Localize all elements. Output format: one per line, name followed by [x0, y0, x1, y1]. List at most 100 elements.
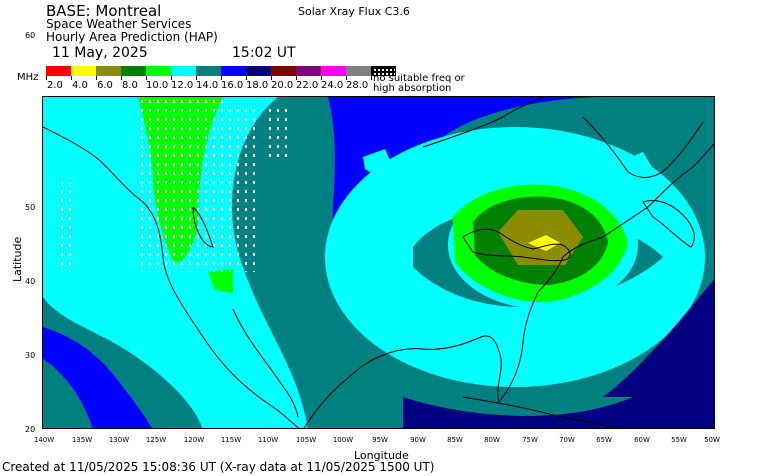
product-name: Hourly Area Prediction (HAP)	[46, 30, 218, 44]
contour-18mhz-southeast	[603, 279, 714, 397]
legend-swatch-2	[46, 66, 71, 76]
cuba	[462, 396, 614, 428]
lon-tick: 110W	[257, 436, 279, 444]
legend-tick	[246, 76, 247, 80]
legend-label: 18.0	[246, 80, 269, 91]
lon-tick: 65W	[596, 436, 612, 444]
legend-tick	[121, 76, 122, 80]
legend-label: 4.0	[72, 80, 88, 91]
no-suitable-note: no suitable freq or high absorption	[373, 74, 473, 94]
legend-label: 16.0	[221, 80, 244, 91]
lon-tick: 60W	[634, 436, 650, 444]
great-lakes	[462, 228, 571, 262]
hudson-bay-coast	[422, 97, 544, 148]
lon-tick: 90W	[410, 436, 426, 444]
solar-xray-flux: Solar Xray Flux C3.6	[298, 5, 410, 18]
newfoundland	[642, 200, 695, 248]
no-suitable-dots-4	[265, 107, 293, 157]
legend-label: 12.0	[171, 80, 194, 91]
legend-tick	[221, 76, 222, 80]
legend-label: 10.0	[146, 80, 169, 91]
base-title: BASE: Montreal	[46, 2, 162, 20]
legend-tick	[371, 76, 372, 80]
no-suitable-dots-2	[229, 107, 257, 272]
legend-tick	[271, 76, 272, 80]
created-footer: Created at 11/05/2025 15:08:36 UT (X-ray…	[2, 460, 435, 474]
lon-tick: 135W	[71, 436, 93, 444]
contour-12mhz-patch-3	[396, 299, 425, 333]
lon-tick: 50W	[704, 436, 720, 444]
lat-tick-40: 40	[25, 277, 36, 286]
legend-swatch-20	[271, 66, 296, 76]
florida-atlantic-coast	[498, 291, 539, 403]
legend-label: 24.0	[321, 80, 344, 91]
org-name: Space Weather Services	[46, 17, 192, 31]
contour-10mhz-patch	[208, 269, 233, 293]
frequency-legend	[46, 66, 396, 76]
lon-tick: 55W	[671, 436, 687, 444]
prediction-time: 15:02 UT	[232, 45, 296, 61]
legend-swatch-10	[146, 66, 171, 76]
legend-swatch-28	[346, 66, 371, 76]
contour-12mhz-patch-4	[663, 267, 693, 293]
no-suitable-dots-3	[61, 182, 71, 272]
lon-tick: 115W	[220, 436, 242, 444]
legend-swatch-no-suitable	[371, 66, 396, 76]
contour-18mhz-south	[403, 367, 714, 428]
baja-coastline	[232, 308, 299, 418]
lon-tick: 125W	[145, 436, 167, 444]
lon-tick: 105W	[295, 436, 317, 444]
longitude-axis-label: Longitude	[354, 449, 409, 462]
legend-swatch-22	[296, 66, 321, 76]
lon-tick: 85W	[447, 436, 463, 444]
legend-swatch-24	[321, 66, 346, 76]
no-suitable-line-1: no suitable freq or	[373, 73, 465, 84]
legend-swatch-4	[71, 66, 96, 76]
no-suitable-dots-1	[137, 97, 227, 272]
contour-12mhz-patch-1	[363, 149, 393, 177]
legend-tick	[146, 76, 147, 80]
vancouver-island	[192, 206, 214, 248]
lon-tick: 80W	[484, 436, 500, 444]
lat-tick-60: 60	[25, 31, 36, 40]
frequency-contour-map	[43, 97, 714, 428]
legend-tick	[46, 76, 47, 80]
legend-swatch-18	[246, 66, 271, 76]
labrador-coast	[582, 116, 704, 178]
lat-tick-30: 30	[25, 351, 36, 360]
contour-4mhz	[528, 235, 560, 251]
legend-swatch-14	[196, 66, 221, 76]
legend-tick	[71, 76, 72, 80]
lat-tick-20: 20	[25, 425, 36, 434]
legend-label: 20.0	[271, 80, 294, 91]
legend-label: 14.0	[196, 80, 219, 91]
west-coastline	[43, 126, 300, 428]
latitude-axis-label: Latitude	[11, 236, 24, 282]
coastlines	[43, 97, 714, 428]
lon-tick: 140W	[33, 436, 55, 444]
lon-tick: 95W	[372, 436, 388, 444]
legend-swatch-16	[221, 66, 246, 76]
legend-swatch-6	[96, 66, 121, 76]
legend-label: 8.0	[122, 80, 138, 91]
legend-swatch-8	[121, 66, 146, 76]
legend-label: 2.0	[47, 80, 63, 91]
lon-tick: 120W	[183, 436, 205, 444]
lon-tick: 130W	[108, 436, 130, 444]
legend-tick	[296, 76, 297, 80]
hap-map	[42, 96, 715, 429]
legend-tick	[346, 76, 347, 80]
lon-tick: 100W	[332, 436, 354, 444]
legend-swatch-12	[171, 66, 196, 76]
legend-tick	[171, 76, 172, 80]
contour-14mhz-southwest	[43, 359, 93, 428]
legend-tick	[321, 76, 322, 80]
lon-tick: 75W	[522, 436, 538, 444]
contour-12mhz-patch-2	[626, 152, 653, 179]
gulf-coast	[303, 335, 502, 428]
legend-label: 6.0	[97, 80, 113, 91]
legend-tick	[96, 76, 97, 80]
no-suitable-line-2: high absorption	[373, 83, 452, 94]
lon-tick: 70W	[559, 436, 575, 444]
legend-tick	[196, 76, 197, 80]
